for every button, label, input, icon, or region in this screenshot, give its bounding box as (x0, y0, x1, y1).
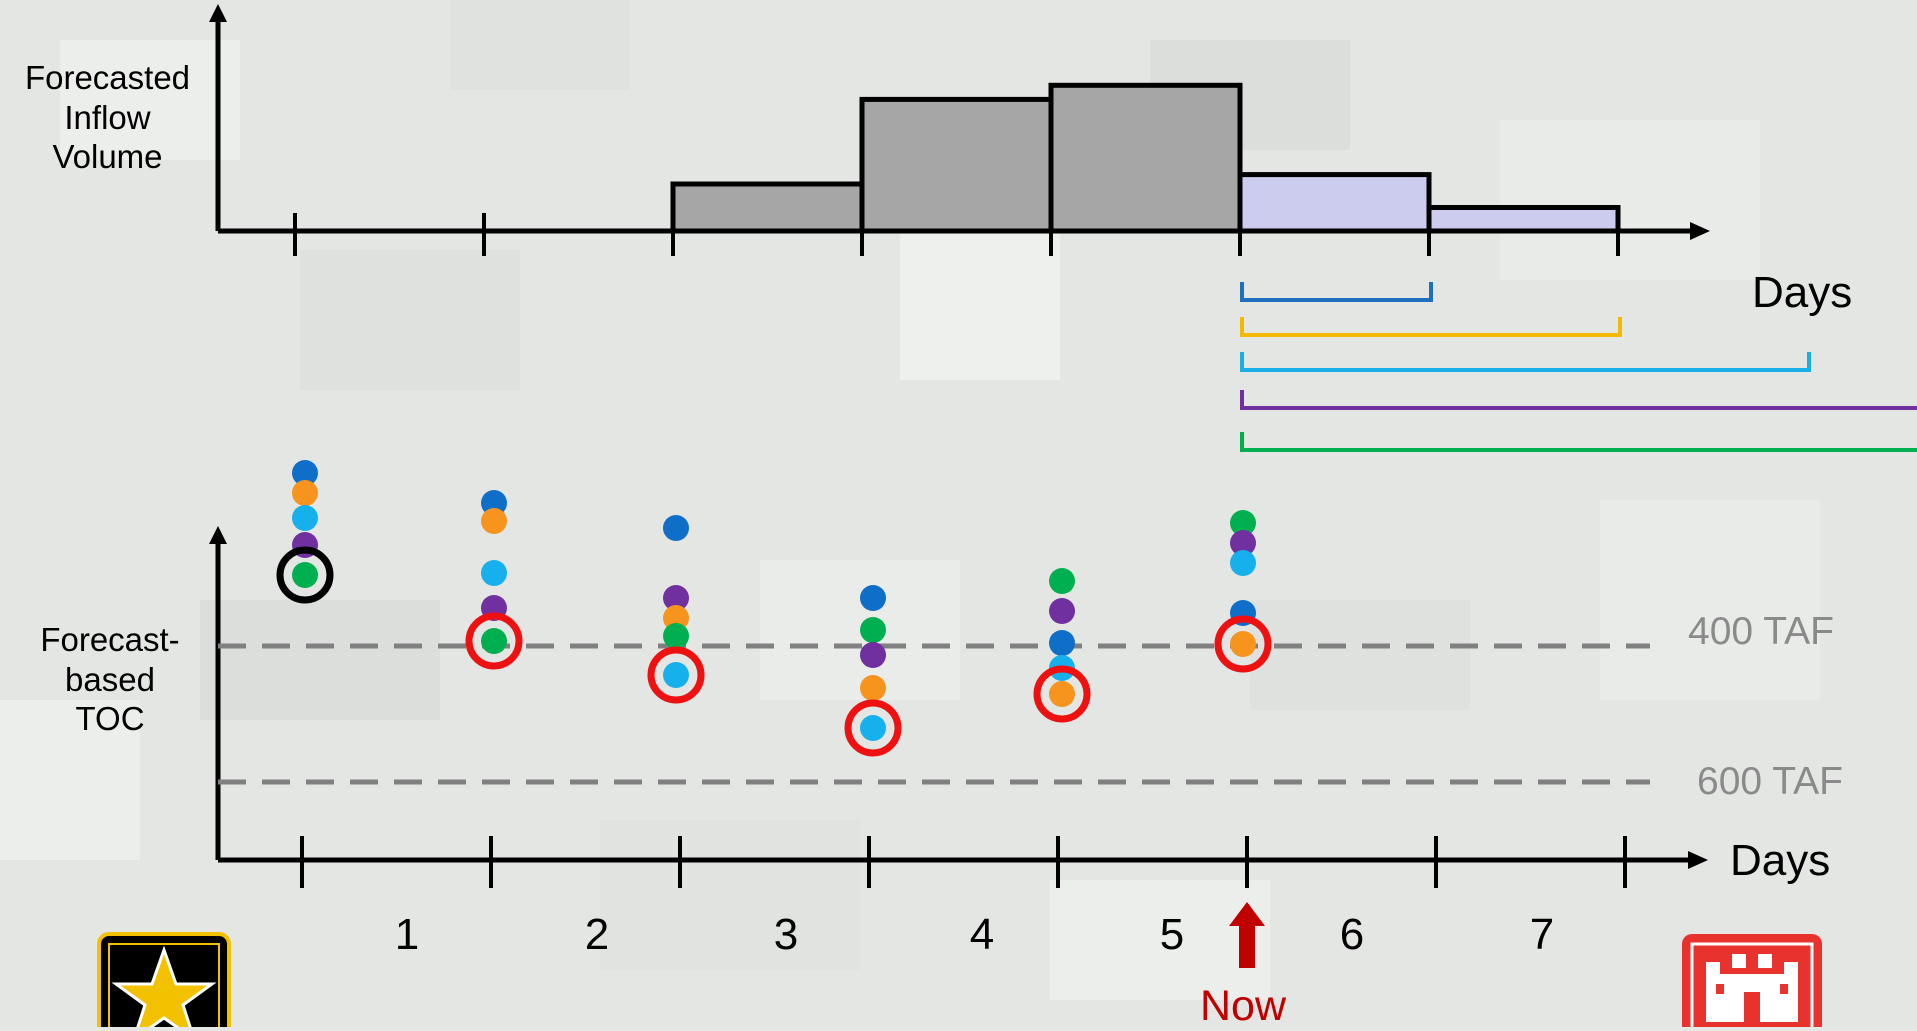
day-label-1: 1 (394, 910, 420, 959)
toc-dot-light-blue (860, 715, 886, 741)
top-y-axis-arrow (209, 4, 227, 22)
toc-dot-dark-blue (481, 490, 507, 516)
ref-label-400: 400 TAF (1688, 610, 1834, 653)
inflow-bar-day-7 (1426, 205, 1621, 234)
horizon-bracket-1-day (1240, 282, 1433, 302)
toc-dot-light-blue (481, 560, 507, 586)
inflow-bar-day-6 (1237, 172, 1432, 234)
day-label-3: 3 (773, 910, 799, 959)
toc-dot-green (292, 562, 318, 588)
toc-dot-orange (292, 480, 318, 506)
now-label: Now (1200, 982, 1287, 1030)
inflow-bar-day-3 (670, 181, 865, 234)
army-star-logo (97, 932, 231, 1027)
toc-dot-dark-blue (860, 585, 886, 611)
bottom-ylabel-line: based (65, 660, 155, 698)
bottom-y-axis-arrow (209, 526, 227, 544)
day-label-4: 4 (969, 910, 995, 959)
toc-dot-dark-blue (292, 460, 318, 486)
bottom-x-axis-arrow (1688, 851, 1708, 869)
toc-dot-green (663, 623, 689, 649)
inflow-bar-day-4 (859, 96, 1054, 234)
selected-toc-ring (1214, 615, 1272, 673)
toc-dot-green (1049, 568, 1075, 594)
toc-dot-dark-blue (1049, 630, 1075, 656)
top-ylabel: Forecasted Inflow Volume (5, 58, 210, 177)
selected-toc-ring (1033, 665, 1091, 723)
selected-toc-ring (647, 646, 705, 704)
inflow-bar-day-5 (1048, 82, 1243, 234)
top-ylabel-line: Volume (52, 138, 163, 176)
bottom-ylabel-line: Forecast- (40, 621, 180, 658)
toc-dot-light-blue (292, 505, 318, 531)
bottom-xlabel: Days (1730, 836, 1831, 885)
toc-dot-light-blue (1230, 550, 1256, 576)
toc-dot-dark-blue (663, 515, 689, 541)
toc-dot-green (860, 617, 886, 643)
toc-dot-green (481, 628, 507, 654)
toc-dot-orange (1049, 681, 1075, 707)
day-label-7: 7 (1529, 910, 1555, 959)
ref-label-600: 600 TAF (1697, 760, 1843, 803)
selected-toc-ring (844, 699, 902, 757)
toc-dot-orange (860, 675, 886, 701)
selected-toc-ring (465, 612, 523, 670)
toc-dot-orange (1230, 631, 1256, 657)
toc-dot-purple (860, 642, 886, 668)
toc-dot-light-blue (663, 662, 689, 688)
day-label-5: 5 (1159, 910, 1185, 959)
top-ylabel-line: Forecasted (24, 59, 191, 96)
toc-dot-orange (663, 605, 689, 631)
now-arrow-icon (1229, 902, 1265, 968)
top-xlabel: Days (1752, 268, 1853, 317)
horizon-bracket-2-day (1240, 317, 1622, 337)
horizon-bracket-3-day (1240, 352, 1811, 372)
bottom-ylabel-line: TOC (75, 700, 145, 738)
toc-dot-purple (1230, 530, 1256, 556)
top-x-axis-arrow (1690, 222, 1710, 240)
usace-castle-logo (1682, 934, 1822, 1027)
selected-toc-ring (276, 546, 334, 604)
bottom-ylabel: Forecast- based TOC (10, 620, 210, 739)
toc-dot-orange (481, 508, 507, 534)
toc-dot-purple (1049, 598, 1075, 624)
top-ylabel-line: Inflow (64, 98, 151, 136)
day-label-2: 2 (584, 910, 610, 959)
toc-dot-green (1230, 510, 1256, 536)
day-label-6: 6 (1339, 910, 1365, 959)
horizon-bracket-5-day (1240, 432, 1917, 452)
toc-dot-purple (663, 585, 689, 611)
horizon-bracket-4-day (1240, 390, 1917, 410)
